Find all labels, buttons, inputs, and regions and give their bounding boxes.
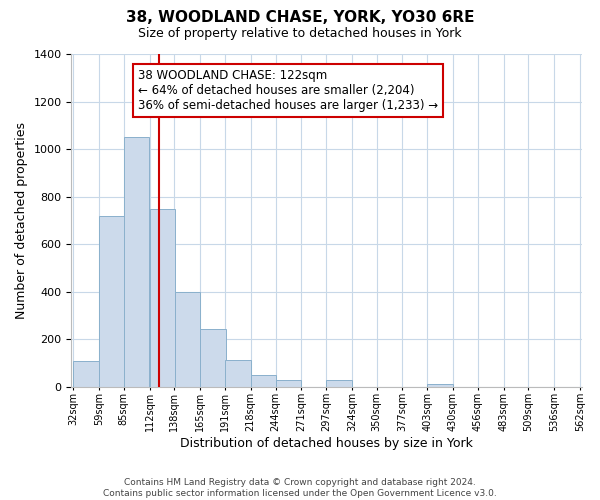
Text: 38, WOODLAND CHASE, YORK, YO30 6RE: 38, WOODLAND CHASE, YORK, YO30 6RE (126, 10, 474, 25)
Bar (326, 380, 352, 386)
Text: 38 WOODLAND CHASE: 122sqm
← 64% of detached houses are smaller (2,204)
36% of se: 38 WOODLAND CHASE: 122sqm ← 64% of detac… (138, 69, 438, 112)
Bar (99, 216, 125, 386)
Bar (427, 384, 453, 386)
Bar (124, 137, 149, 386)
Bar (73, 361, 99, 386)
Bar (225, 360, 251, 386)
Bar (200, 329, 226, 386)
Y-axis label: Number of detached properties: Number of detached properties (15, 122, 28, 319)
Text: Size of property relative to detached houses in York: Size of property relative to detached ho… (138, 28, 462, 40)
X-axis label: Distribution of detached houses by size in York: Distribution of detached houses by size … (180, 437, 473, 450)
Bar (150, 209, 175, 386)
Bar (251, 375, 277, 386)
Bar (175, 292, 200, 386)
Text: Contains HM Land Registry data © Crown copyright and database right 2024.
Contai: Contains HM Land Registry data © Crown c… (103, 478, 497, 498)
Bar (275, 380, 301, 386)
